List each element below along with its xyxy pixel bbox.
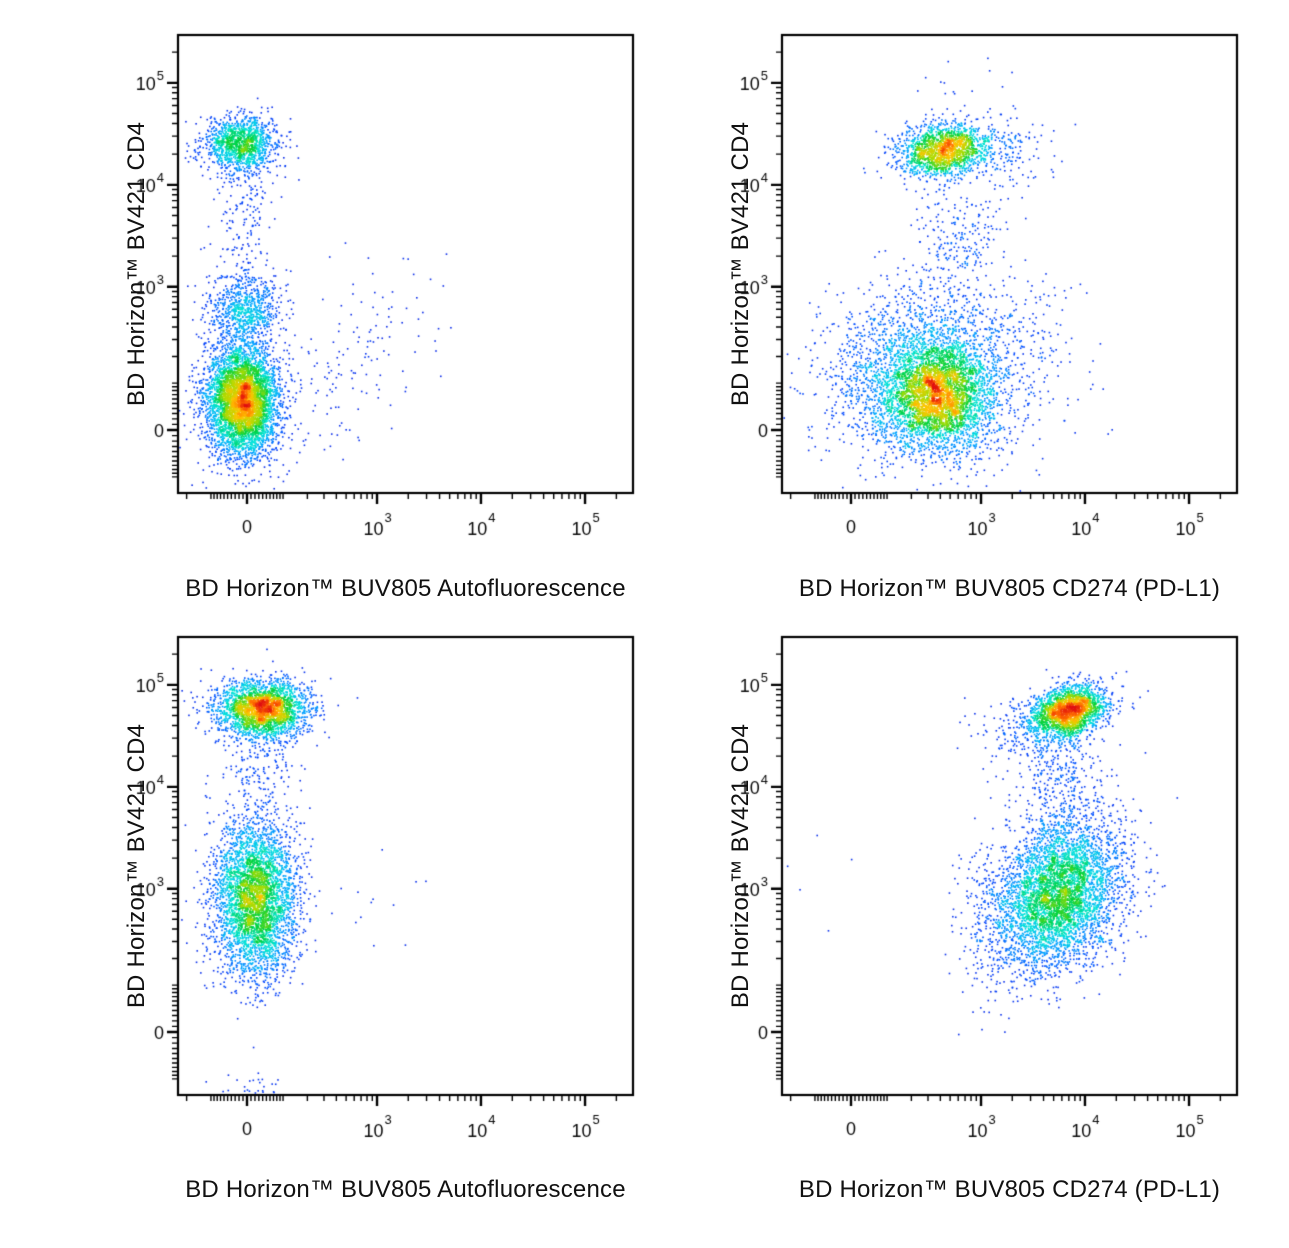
- dot-plot-canvas-top-left: [98, 5, 683, 565]
- x-axis-title-bottom-right: BD Horizon™ BUV805 CD274 (PD-L1): [798, 1176, 1221, 1203]
- x-axis-title-top-right: BD Horizon™ BUV805 CD274 (PD-L1): [798, 575, 1221, 602]
- y-axis-title-bottom-left: BD Horizon™ BV421 CD4: [123, 723, 150, 1009]
- dot-plot-canvas-top-right: [702, 5, 1287, 565]
- y-axis-title-bottom-right: BD Horizon™ BV421 CD4: [727, 723, 754, 1009]
- y-axis-title-top-left: BD Horizon™ BV421 CD4: [123, 121, 150, 407]
- y-axis-title-top-right: BD Horizon™ BV421 CD4: [727, 121, 754, 407]
- x-axis-title-bottom-left: BD Horizon™ BUV805 Autofluorescence: [185, 1176, 626, 1203]
- dot-plot-canvas-bottom-right: [702, 607, 1287, 1167]
- x-axis-title-top-left: BD Horizon™ BUV805 Autofluorescence: [185, 575, 626, 602]
- dot-plot-canvas-bottom-left: [98, 607, 683, 1167]
